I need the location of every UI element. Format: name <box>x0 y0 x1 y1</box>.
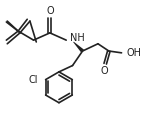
Polygon shape <box>73 42 84 52</box>
Text: OH: OH <box>126 48 141 58</box>
Text: O: O <box>101 66 108 76</box>
Text: NH: NH <box>70 33 85 43</box>
Text: O: O <box>46 6 54 16</box>
Text: Cl: Cl <box>29 75 38 85</box>
